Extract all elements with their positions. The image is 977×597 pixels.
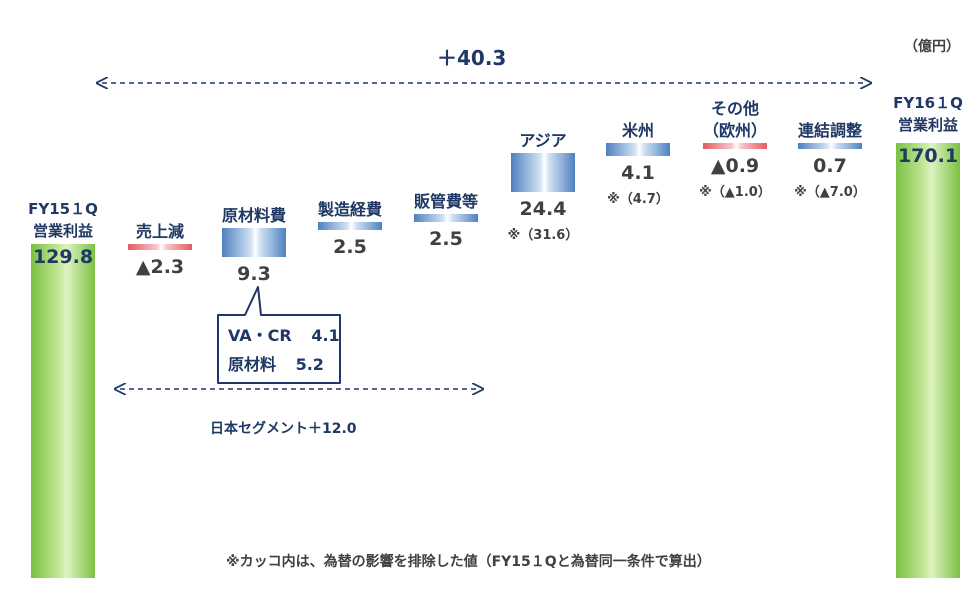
- bar-label-4-0: 販管費等: [413, 192, 478, 211]
- callout-line2: 原材料 5.2: [228, 351, 324, 375]
- callout-line2-label: 原材料: [228, 355, 277, 374]
- bar-label-3-0: 製造経費: [317, 200, 382, 219]
- callout-line1: VA・CR 4.1: [228, 322, 340, 346]
- unit-label: （億円）: [904, 39, 960, 55]
- data-label-5: 24.4: [519, 198, 567, 220]
- note-label-7: ※（▲1.0）: [699, 185, 771, 200]
- data-label-6: 4.1: [621, 162, 655, 184]
- data-label-9: 170.1: [897, 145, 959, 167]
- data-label-7: ▲0.9: [710, 155, 760, 177]
- bar-8: [798, 143, 862, 149]
- footnote: ※カッコ内は、為替の影響を排除した値（FY15１Qと為替同一条件で算出）: [226, 554, 711, 570]
- bar-label-7-1: （欧州）: [702, 121, 767, 140]
- note-label-5: ※（31.6）: [507, 228, 579, 243]
- callout-line2-value: 5.2: [295, 355, 324, 374]
- note-label-6: ※（4.7）: [607, 192, 669, 207]
- bar-label-0-0: FY15１Q: [28, 200, 98, 218]
- bar-label-2-0: 原材料費: [221, 206, 286, 225]
- bar-7: [703, 143, 767, 149]
- callout-line1-value: 4.1: [311, 326, 340, 345]
- bar-5: [511, 153, 575, 192]
- bar-label-0-1: 営業利益: [32, 222, 93, 240]
- japan-segment-label: 日本セグメント＋12.0: [210, 421, 357, 437]
- bar-label-5-0: アジア: [519, 131, 567, 150]
- bar-label-9-0: FY16１Q: [893, 94, 963, 112]
- data-label-3: 2.5: [333, 236, 367, 258]
- data-label-4: 2.5: [429, 228, 463, 250]
- note-label-8: ※（▲7.0）: [794, 185, 866, 200]
- bar-6: [606, 143, 670, 156]
- bar-label-1-0: 売上減: [135, 222, 184, 241]
- bar-label-9-1: 営業利益: [897, 116, 958, 134]
- data-label-2: 9.3: [237, 263, 271, 285]
- bar-label-7-0: その他: [710, 99, 759, 118]
- callout-line1-label: VA・CR: [228, 326, 292, 345]
- data-label-8: 0.7: [813, 155, 847, 177]
- bar-label-6-0: 米州: [621, 121, 654, 140]
- callout-box: [217, 286, 341, 384]
- total-change-label: ＋40.3: [437, 46, 507, 70]
- bar-1: [128, 244, 192, 250]
- bar-label-8-0: 連結調整: [797, 121, 862, 140]
- data-label-0: 129.8: [32, 246, 94, 268]
- bar-4: [414, 214, 478, 222]
- bar-2: [222, 228, 286, 257]
- bar-9: [896, 143, 960, 578]
- bar-3: [318, 222, 382, 230]
- bar-0: [31, 244, 95, 578]
- data-label-1: ▲2.3: [135, 256, 185, 278]
